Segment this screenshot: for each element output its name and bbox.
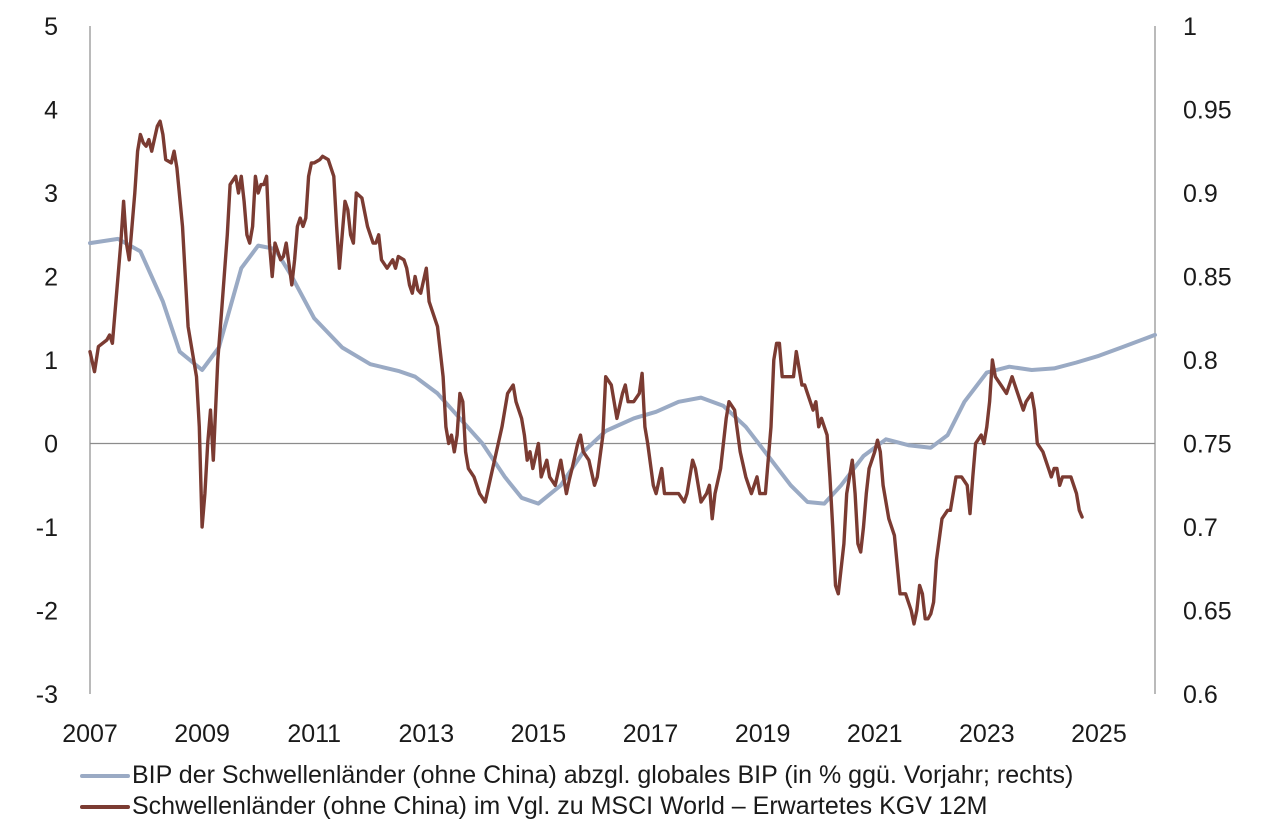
legend-swatch-pe bbox=[80, 804, 130, 809]
legend-label-pe: Schwellenländer (ohne China) im Vgl. zu … bbox=[132, 792, 988, 820]
y-right-tick-label: 0.6 bbox=[1183, 681, 1218, 709]
y-right-tick-label: 0.85 bbox=[1183, 264, 1232, 292]
y-right-tick-label: 1 bbox=[1183, 13, 1197, 41]
series-line-pe bbox=[88, 119, 1084, 626]
legend-swatch-gdp bbox=[80, 773, 130, 778]
y-right-tick-label: 0.75 bbox=[1183, 431, 1232, 459]
y-left-tick-label: 2 bbox=[44, 264, 58, 292]
x-tick-label: 2007 bbox=[62, 720, 118, 748]
x-tick-label: 2015 bbox=[511, 720, 567, 748]
legend-item-pe: Schwellenländer (ohne China) im Vgl. zu … bbox=[80, 791, 1073, 822]
y-left-tick-label: -2 bbox=[36, 598, 58, 626]
y-right-tick-label: 0.7 bbox=[1183, 514, 1218, 542]
x-tick-label: 2009 bbox=[174, 720, 230, 748]
y-left-tick-label: 5 bbox=[44, 13, 58, 41]
chart-lines bbox=[88, 119, 1157, 626]
series-line-gdp bbox=[88, 236, 1157, 506]
x-tick-label: 2013 bbox=[399, 720, 455, 748]
y-right-tick-label: 0.65 bbox=[1183, 598, 1232, 626]
x-tick-label: 2025 bbox=[1071, 720, 1127, 748]
y-left-tick-label: 4 bbox=[44, 97, 58, 125]
chart-legend: BIP der Schwellenländer (ohne China) abz… bbox=[80, 760, 1073, 822]
y-left-tick-label: -1 bbox=[36, 514, 58, 542]
x-tick-label: 2021 bbox=[847, 720, 903, 748]
y-left-tick-label: 0 bbox=[44, 431, 58, 459]
y-right-tick-label: 0.9 bbox=[1183, 180, 1218, 208]
x-tick-label: 2023 bbox=[959, 720, 1015, 748]
line-chart: 5 4 3 2 1 0 -1 -2 -3 1 0.95 0.9 0.85 0.8 0.75 0.7 0.65 0.… bbox=[36, 13, 1232, 748]
chart-tick-labels: 5 4 3 2 1 0 -1 -2 -3 1 0.95 0.9 0.85 0.8 0.75 0.7 0.65 0.… bbox=[36, 13, 1232, 748]
y-left-tick-label: 3 bbox=[44, 180, 58, 208]
x-tick-label: 2019 bbox=[735, 720, 791, 748]
chart-axes bbox=[89, 26, 1156, 694]
y-right-tick-label: 0.95 bbox=[1183, 97, 1232, 125]
x-tick-label: 2011 bbox=[287, 720, 341, 748]
legend-label-gdp: BIP der Schwellenländer (ohne China) abz… bbox=[132, 761, 1074, 789]
y-right-tick-label: 0.8 bbox=[1183, 347, 1218, 375]
y-left-tick-label: -3 bbox=[36, 681, 58, 709]
y-left-tick-label: 1 bbox=[44, 347, 58, 375]
legend-item-gdp: BIP der Schwellenländer (ohne China) abz… bbox=[80, 760, 1073, 791]
x-tick-label: 2017 bbox=[623, 720, 679, 748]
